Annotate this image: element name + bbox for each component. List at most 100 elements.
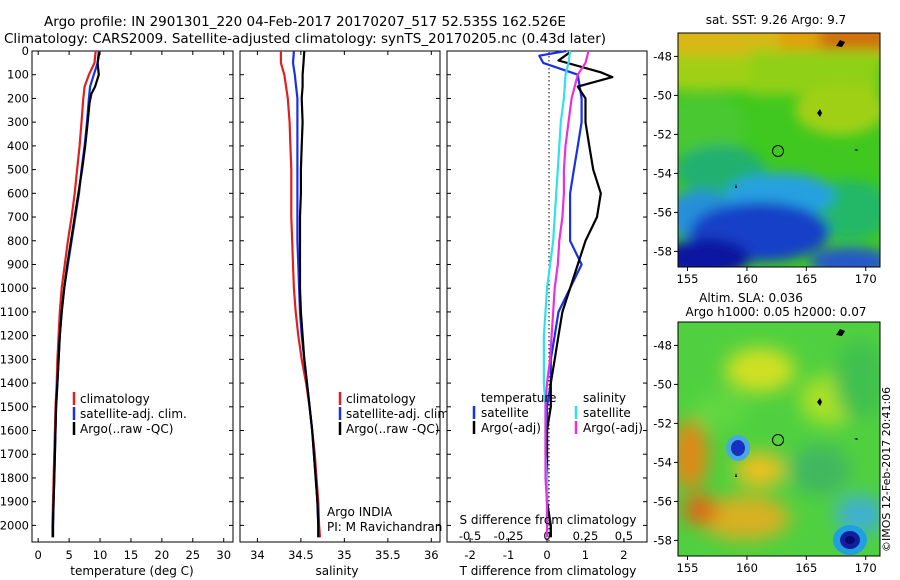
- y-tick-label: 0: [22, 44, 29, 58]
- x-tick-label: -1: [503, 548, 514, 562]
- temperature-x-ticks: 0 5 10 15 20 25 30: [35, 51, 231, 562]
- legend-label-climatology: climatology: [80, 392, 150, 406]
- sst-map-frame: [677, 32, 881, 268]
- difference-panel: -2 -1 0 1 2-0.5 -0.25 0 0.25 0.5 temperature sal…: [446, 49, 648, 578]
- temperature-legend: climatology satellite-adj. clim. Argo(..…: [72, 392, 187, 436]
- y-tick-label: -50: [653, 88, 672, 102]
- island-icon: [854, 149, 858, 151]
- y-tick-label: 500: [7, 163, 29, 177]
- x-tick-label: 34: [250, 548, 265, 562]
- x-tick-label: 1: [582, 548, 589, 562]
- temperature-y-ticks: 0 100 200 300 400 500 600 700 800 900 1000 1100 1200…: [0, 44, 233, 532]
- x-tick-label: 170: [855, 272, 877, 286]
- x-tick-label-salinity: 0.5: [615, 529, 633, 543]
- sst-map-panel: sat. SST: 9.26 Argo: 9.7: [653, 13, 881, 286]
- y-tick-label: 1200: [0, 329, 29, 343]
- x-tick-label: 36: [424, 548, 439, 562]
- landmass-icon: [836, 329, 845, 336]
- y-tick-label: -58: [653, 533, 672, 547]
- x-tick-label: 155: [677, 272, 699, 286]
- landmass-icon: [836, 40, 845, 47]
- y-tick-label: 100: [7, 68, 29, 82]
- salinity-annotation-line-2: PI: M Ravichandran: [327, 520, 442, 534]
- temperature-profile-lines: [51, 50, 101, 538]
- y-tick-label: 1300: [0, 352, 29, 366]
- x-tick-label-salinity: 0.25: [573, 529, 599, 543]
- y-tick-label: 300: [7, 115, 29, 129]
- y-tick-label: 900: [7, 257, 29, 271]
- y-tick-label: 1700: [0, 447, 29, 461]
- x-tick-label: 30: [216, 548, 231, 562]
- x-tick-label: 0: [543, 548, 550, 562]
- x-tick-label-salinity: -0.5: [459, 529, 481, 543]
- salinity-y-ticks: [240, 50, 440, 526]
- sla-map-title: Altim. SLA: 0.036: [699, 291, 803, 305]
- y-tick-label: 600: [7, 186, 29, 200]
- y-tick-label: 1800: [0, 471, 29, 485]
- sla-map-frame: [677, 321, 881, 557]
- x-tick-label: 155: [677, 561, 699, 575]
- x-tick-label: 5: [65, 548, 72, 562]
- argo-location-marker: [772, 434, 784, 446]
- header-line-1: Argo profile: IN 2901301_220 04-Feb-2017…: [44, 14, 566, 30]
- salinity-panel: 34 34.5 35 35.5 36 climatology satellite-adj…: [239, 50, 453, 578]
- x-tick-label: 170: [855, 561, 877, 575]
- temperature-x-label: temperature (deg C): [70, 564, 193, 578]
- y-tick-label: 1100: [0, 305, 29, 319]
- x-tick-label: 165: [795, 272, 817, 286]
- y-tick-label: -52: [653, 127, 672, 141]
- x-tick-label: 20: [155, 548, 170, 562]
- x-tick-label-salinity: -0.25: [494, 529, 524, 543]
- x-tick-label: 35: [337, 548, 352, 562]
- y-tick-label: -52: [653, 416, 672, 430]
- y-tick-label: -56: [653, 205, 672, 219]
- y-tick-label: 200: [7, 91, 29, 105]
- island-icon: [735, 473, 737, 477]
- legend-label-s-argo: Argo(-adj): [583, 421, 643, 435]
- x-tick-label: 34.5: [288, 548, 314, 562]
- sla-map-subtitle: Argo h1000: 0.05 h2000: 0.07: [686, 305, 867, 319]
- y-tick-label: 400: [7, 139, 29, 153]
- sst-heatmap: [678, 33, 880, 267]
- difference-legend: temperature salinity satellite Argo(-adj…: [472, 391, 643, 435]
- difference-y-ticks: [447, 50, 647, 526]
- difference-top-label: S difference from climatology: [460, 513, 637, 527]
- sst-map-ticks: 155 160 165 170 -48 -50 -52 -54 -56 -58: [653, 49, 877, 286]
- y-tick-label: -54: [653, 166, 672, 180]
- y-tick-label: 1000: [0, 281, 29, 295]
- legend-title-temperature: temperature: [481, 391, 556, 405]
- y-tick-label: 800: [7, 234, 29, 248]
- legend-label-t-argo: Argo(-adj): [481, 421, 541, 435]
- salinity-profile-lines: [279, 50, 322, 538]
- x-tick-label: -2: [464, 548, 475, 562]
- header-line-2: Climatology: CARS2009. Satellite-adjuste…: [4, 31, 606, 47]
- difference-profile-lines: [538, 49, 614, 538]
- x-tick-label: 15: [124, 548, 139, 562]
- sla-map-ticks: 155 160 165 170 -48 -50 -52 -54 -56 -58: [653, 338, 877, 575]
- sst-map-title: sat. SST: 9.26 Argo: 9.7: [706, 13, 846, 27]
- difference-x-label: T difference from climatology: [459, 564, 637, 578]
- x-tick-label: 25: [185, 548, 200, 562]
- y-tick-label: 2000: [0, 518, 29, 532]
- y-tick-label: -56: [653, 494, 672, 508]
- sla-heatmap: [678, 322, 880, 556]
- legend-label-satellite: satellite-adj. clim.: [346, 407, 453, 421]
- x-tick-label: 160: [736, 561, 758, 575]
- y-tick-label: 1400: [0, 376, 29, 390]
- island-icon: [735, 184, 737, 188]
- island-icon: [854, 438, 858, 440]
- legend-label-argo: Argo(..raw -QC): [80, 422, 173, 436]
- island-icon: [817, 109, 822, 117]
- x-tick-label: 165: [795, 561, 817, 575]
- legend-label-t-satellite: satellite: [481, 406, 529, 420]
- legend-label-satellite: satellite-adj. clim.: [80, 407, 187, 421]
- series-line: [298, 50, 320, 538]
- y-tick-label: -48: [653, 49, 672, 63]
- x-tick-label: 160: [736, 272, 758, 286]
- salinity-annotation-line-1: Argo INDIA: [327, 505, 393, 519]
- x-tick-label: 10: [93, 548, 108, 562]
- legend-label-climatology: climatology: [346, 392, 416, 406]
- series-line: [544, 50, 590, 538]
- series-line: [51, 52, 101, 538]
